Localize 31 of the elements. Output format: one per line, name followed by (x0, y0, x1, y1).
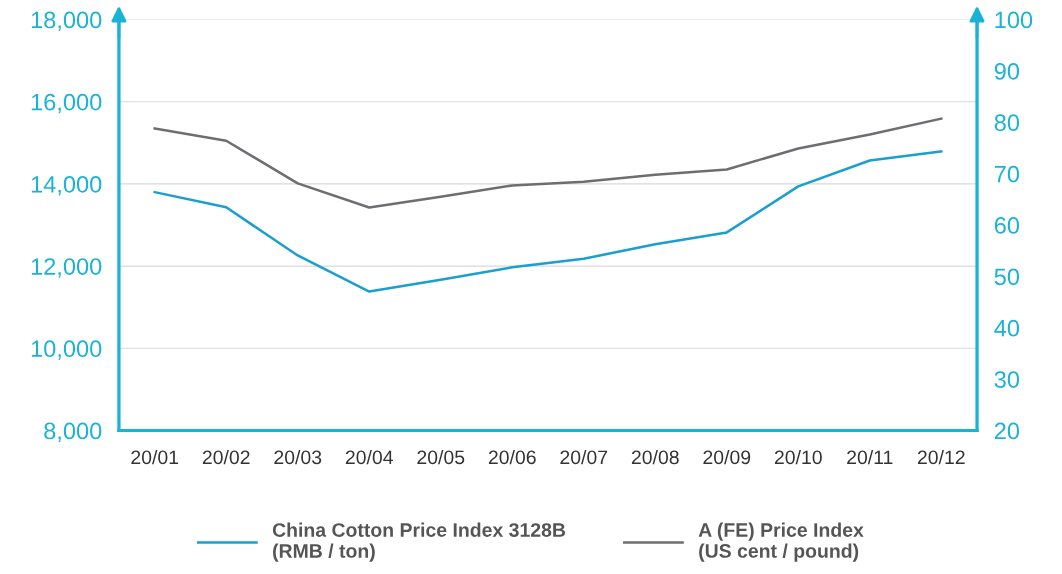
x-tick-label: 20/06 (488, 449, 536, 465)
y2-tick-label: 30 (994, 371, 1020, 388)
y2-tick-label: 20 (994, 422, 1020, 440)
y2-tick-label: 80 (994, 114, 1020, 132)
x-tick-label: 20/10 (774, 449, 822, 465)
legend-label: China Cotton Price Index 3128B (RMB / ton) (272, 522, 566, 562)
y2-tick-label: 90 (994, 62, 1020, 80)
x-tick-label: 20/03 (274, 449, 322, 465)
x-tick-label: 20/04 (345, 449, 393, 465)
y2-tick-label: 60 (994, 217, 1020, 234)
line-series (153, 117, 943, 209)
y-tick-label: 12,000 (31, 258, 102, 278)
x-tick-label: 20/11 (847, 449, 893, 465)
x-tick-label: 20/02 (202, 449, 250, 465)
y2-tick-label: 40 (994, 319, 1020, 337)
x-tick-label: 20/01 (131, 449, 179, 465)
x-tick-label: 20/09 (703, 449, 751, 465)
y2-tick-label: 50 (994, 268, 1020, 286)
y2-tick-label: 70 (994, 165, 1020, 183)
y-tick-label: 10,000 (31, 340, 102, 360)
x-tick-label: 20/07 (560, 449, 608, 465)
x-tick-label: 20/05 (417, 449, 465, 465)
y-tick-label: 16,000 (31, 93, 102, 114)
line-series (153, 150, 943, 293)
x-tick-label: 20/08 (631, 449, 679, 465)
y-tick-label: 8,000 (44, 422, 102, 443)
x-tick-label: 20/12 (917, 449, 965, 465)
y-tick-label: 14,000 (31, 175, 102, 196)
legend-label: A (FE) Price Index (US cent / pound) (698, 522, 864, 562)
y2-tick-label: 100 (995, 11, 1033, 29)
y-tick-label: 18,000 (31, 11, 102, 32)
